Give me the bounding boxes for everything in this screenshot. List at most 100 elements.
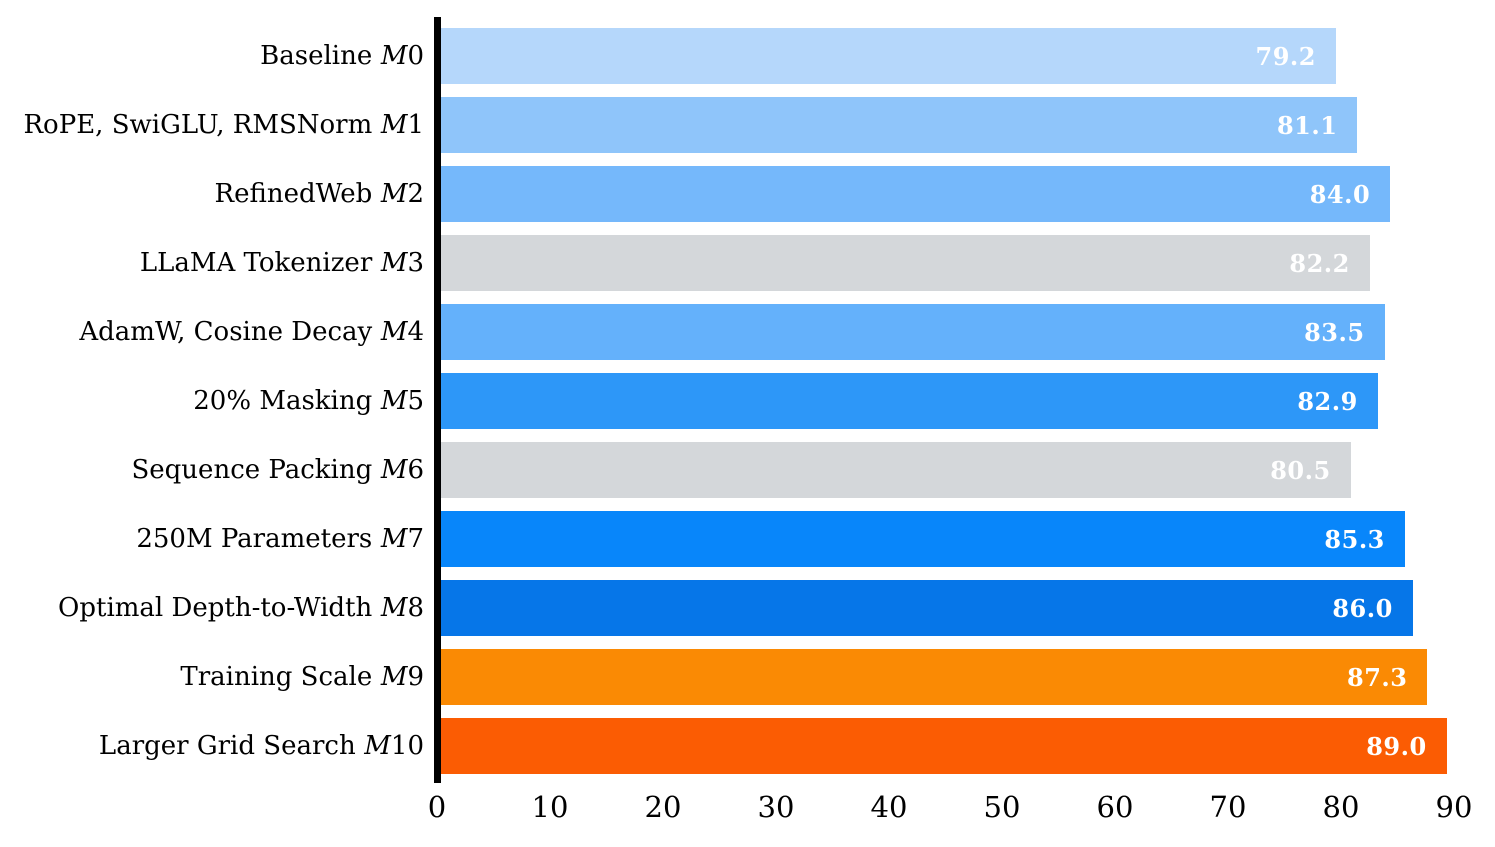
bar-track: 89.0	[441, 718, 1458, 774]
bar-m7: 85.3	[441, 511, 1405, 567]
model-number: 2	[407, 179, 424, 209]
model-letter: M	[380, 248, 408, 278]
chart-row-m0: Baseline M 0 79.2	[0, 28, 1495, 84]
bar-m4: 83.5	[441, 304, 1385, 360]
bar-m2: 84.0	[441, 166, 1391, 222]
category-label-m7: 250M Parameters M 7	[0, 511, 441, 567]
category-text: 20% Masking	[193, 386, 373, 416]
model-number: 8	[407, 593, 424, 623]
x-tick-90: 90	[1435, 790, 1473, 824]
x-axis: 0 10 20 30 40 50 60 70 80 90	[428, 783, 1473, 843]
category-label-m6: Sequence Packing M 6	[0, 442, 441, 498]
y-axis-spine	[434, 17, 441, 783]
category-text: Optimal Depth-to-Width	[58, 593, 373, 623]
x-tick-80: 80	[1322, 790, 1360, 824]
x-tick-60: 60	[1096, 790, 1134, 824]
model-letter: M	[380, 317, 408, 347]
category-label-m0: Baseline M 0	[0, 28, 441, 84]
chart-row-m4: AdamW, Cosine Decay M 4 83.5	[0, 304, 1495, 360]
model-number: 4	[407, 317, 424, 347]
category-label-m3: LLaMA Tokenizer M 3	[0, 235, 441, 291]
bar-m9: 87.3	[441, 649, 1428, 705]
bar-value-label: 89.0	[1366, 731, 1427, 761]
bar-m5: 82.9	[441, 373, 1378, 429]
chart-row-m8: Optimal Depth-to-Width M 8 86.0	[0, 580, 1495, 636]
model-number: 0	[407, 41, 424, 71]
bar-value-label: 85.3	[1324, 524, 1385, 554]
x-tick-20: 20	[644, 790, 682, 824]
bar-value-label: 79.2	[1255, 41, 1316, 71]
bar-track: 81.1	[441, 97, 1458, 153]
model-number: 7	[407, 524, 424, 554]
model-letter: M	[380, 110, 408, 140]
chart-row-m7: 250M Parameters M 7 85.3	[0, 511, 1495, 567]
x-tick-10: 10	[531, 790, 569, 824]
category-text: Baseline	[260, 41, 373, 71]
chart-row-m3: LLaMA Tokenizer M 3 82.2	[0, 235, 1495, 291]
bar-value-label: 82.9	[1297, 386, 1358, 416]
bar-value-label: 86.0	[1332, 593, 1393, 623]
model-number: 1	[407, 110, 424, 140]
category-text: Larger Grid Search	[98, 731, 356, 761]
bar-track: 87.3	[441, 649, 1458, 705]
model-number: 9	[407, 662, 424, 692]
model-letter: M	[380, 179, 408, 209]
category-label-m9: Training Scale M 9	[0, 649, 441, 705]
category-label-m8: Optimal Depth-to-Width M 8	[0, 580, 441, 636]
category-text: AdamW, Cosine Decay	[79, 317, 373, 347]
category-label-m5: 20% Masking M 5	[0, 373, 441, 429]
bar-track: 84.0	[441, 166, 1458, 222]
bar-track: 82.9	[441, 373, 1458, 429]
bar-track: 83.5	[441, 304, 1458, 360]
model-letter: M	[380, 386, 408, 416]
category-text: RoPE, SwiGLU, RMSNorm	[23, 110, 373, 140]
bar-m6: 80.5	[441, 442, 1351, 498]
category-label-m4: AdamW, Cosine Decay M 4	[0, 304, 441, 360]
model-number: 6	[407, 455, 424, 485]
x-tick-30: 30	[757, 790, 795, 824]
bar-value-label: 80.5	[1270, 455, 1331, 485]
bar-track: 80.5	[441, 442, 1458, 498]
bar-m3: 82.2	[441, 235, 1370, 291]
bar-value-label: 81.1	[1276, 110, 1338, 140]
category-label-m2: RefinedWeb M 2	[0, 166, 441, 222]
x-tick-0: 0	[427, 790, 447, 824]
category-label-m1: RoPE, SwiGLU, RMSNorm M 1	[0, 97, 441, 153]
category-label-m10: Larger Grid Search M 10	[0, 718, 441, 774]
category-text: Sequence Packing	[131, 455, 373, 485]
chart-row-m5: 20% Masking M 5 82.9	[0, 373, 1495, 429]
model-number: 3	[407, 248, 424, 278]
chart-row-m6: Sequence Packing M 6 80.5	[0, 442, 1495, 498]
bar-track: 86.0	[441, 580, 1458, 636]
x-tick-50: 50	[983, 790, 1021, 824]
bar-m8: 86.0	[441, 580, 1413, 636]
model-number: 5	[407, 386, 424, 416]
x-tick-70: 70	[1209, 790, 1247, 824]
chart-row-m1: RoPE, SwiGLU, RMSNorm M 1 81.1	[0, 97, 1495, 153]
chart-row-m2: RefinedWeb M 2 84.0	[0, 166, 1495, 222]
model-letter: M	[380, 593, 408, 623]
category-text: 250M Parameters	[136, 524, 373, 554]
chart-row-m9: Training Scale M 9 87.3	[0, 649, 1495, 705]
category-text: RefinedWeb	[214, 179, 373, 209]
category-text: Training Scale	[180, 662, 373, 692]
bar-value-label: 83.5	[1304, 317, 1365, 347]
category-text: LLaMA Tokenizer	[139, 248, 373, 278]
model-letter: M	[380, 662, 408, 692]
model-number: 10	[390, 731, 424, 761]
x-tick-40: 40	[870, 790, 908, 824]
model-letter: M	[380, 41, 408, 71]
bar-value-label: 84.0	[1309, 179, 1371, 209]
bar-track: 79.2	[441, 28, 1458, 84]
chart-row-m10: Larger Grid Search M 10 89.0	[0, 718, 1495, 774]
chart-rows: Baseline M 0 79.2 RoPE, SwiGLU, RMSNorm M 1 …	[0, 28, 1495, 774]
bar-m10: 89.0	[441, 718, 1447, 774]
bar-value-label: 82.2	[1289, 248, 1350, 278]
bar-m0: 79.2	[441, 28, 1336, 84]
model-letter: M	[364, 731, 391, 761]
bar-track: 85.3	[441, 511, 1458, 567]
model-letter: M	[380, 455, 408, 485]
bar-track: 82.2	[441, 235, 1458, 291]
model-letter: M	[380, 524, 408, 554]
